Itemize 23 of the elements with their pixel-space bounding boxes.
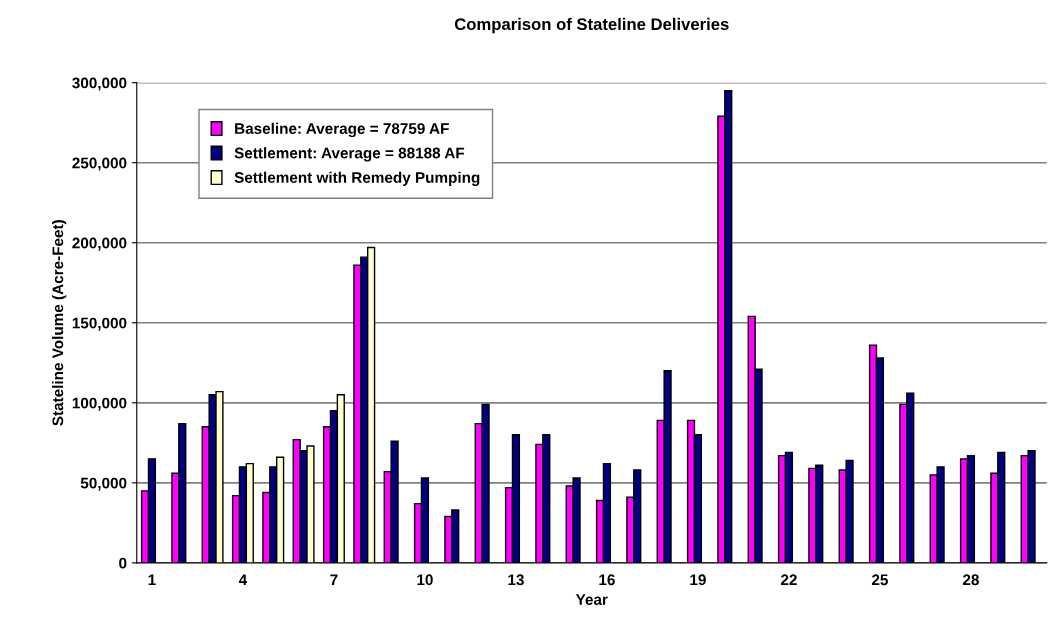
x-axis-title: Year <box>575 594 608 605</box>
x-tick-label: 7 <box>330 574 338 586</box>
x-tick-label: 13 <box>508 574 524 586</box>
x-tick-label: 22 <box>780 574 797 586</box>
x-tick-label: 28 <box>962 574 979 586</box>
x-tick-label: 1 <box>148 574 156 586</box>
y-axis-title: Stateline Volume (Acre-Feet) <box>52 220 67 426</box>
x-tick-label: 19 <box>690 574 706 586</box>
chart-title: Comparison of Stateline Deliveries <box>454 17 729 34</box>
y-tick-label: 250,000 <box>72 157 127 171</box>
legend-label: Settlement with Remedy Pumping <box>234 171 480 186</box>
y-tick-label: 100,000 <box>72 397 127 411</box>
legend-label: Baseline: Average = 78759 AF <box>235 122 449 138</box>
y-tick-label: 50,000 <box>80 477 127 491</box>
y-tick-label: 0 <box>119 557 127 569</box>
x-tick-label: 25 <box>871 574 888 586</box>
x-tick-label: 4 <box>238 574 248 586</box>
legend-label: Settlement: Average = 88188 AF <box>234 147 465 162</box>
y-tick-label: 300,000 <box>72 77 127 91</box>
x-tick-label: 10 <box>417 574 433 586</box>
y-tick-label: 200,000 <box>72 237 127 251</box>
x-tick-label: 16 <box>599 574 615 586</box>
y-tick-label: 150,000 <box>72 317 127 331</box>
